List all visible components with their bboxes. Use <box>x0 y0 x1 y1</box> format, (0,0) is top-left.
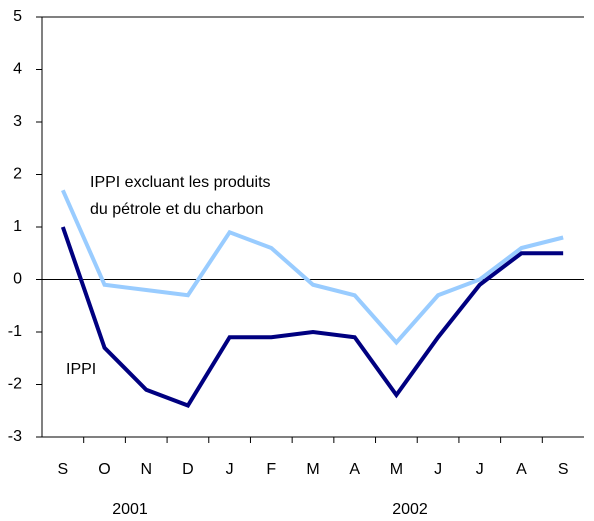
x-tick-label: F <box>266 461 276 478</box>
y-tick-label: -1 <box>8 323 22 340</box>
y-tick-label: -3 <box>8 428 22 445</box>
y-tick-label: 0 <box>13 271 22 288</box>
y-tick-label: 4 <box>13 61 22 78</box>
x-tick-label: J <box>226 461 234 478</box>
x-tick-label: A <box>516 461 527 478</box>
year-label: 2001 <box>112 501 148 518</box>
x-tick-label: N <box>140 461 152 478</box>
y-tick-label: -2 <box>8 376 22 393</box>
series-label: du pétrole et du charbon <box>90 201 263 218</box>
x-tick-label: O <box>98 461 110 478</box>
x-tick-label: J <box>476 461 484 478</box>
x-tick-label: M <box>306 461 319 478</box>
series-line <box>60 226 564 408</box>
series-line <box>61 189 564 346</box>
x-tick-label: D <box>182 461 194 478</box>
x-tick-label: S <box>58 461 69 478</box>
x-tick-label: A <box>349 461 360 478</box>
year-label: 2002 <box>392 501 428 518</box>
y-tick-label: 5 <box>13 8 22 25</box>
x-tick-label: S <box>558 461 569 478</box>
y-tick-label: 2 <box>13 166 22 183</box>
x-tick-label: M <box>390 461 403 478</box>
y-tick-label: 3 <box>13 113 22 130</box>
x-tick-label: J <box>434 461 442 478</box>
y-tick-label: 1 <box>13 218 22 235</box>
series-label: IPPI excluant les produits <box>90 174 271 191</box>
series-label: IPPI <box>66 361 96 378</box>
